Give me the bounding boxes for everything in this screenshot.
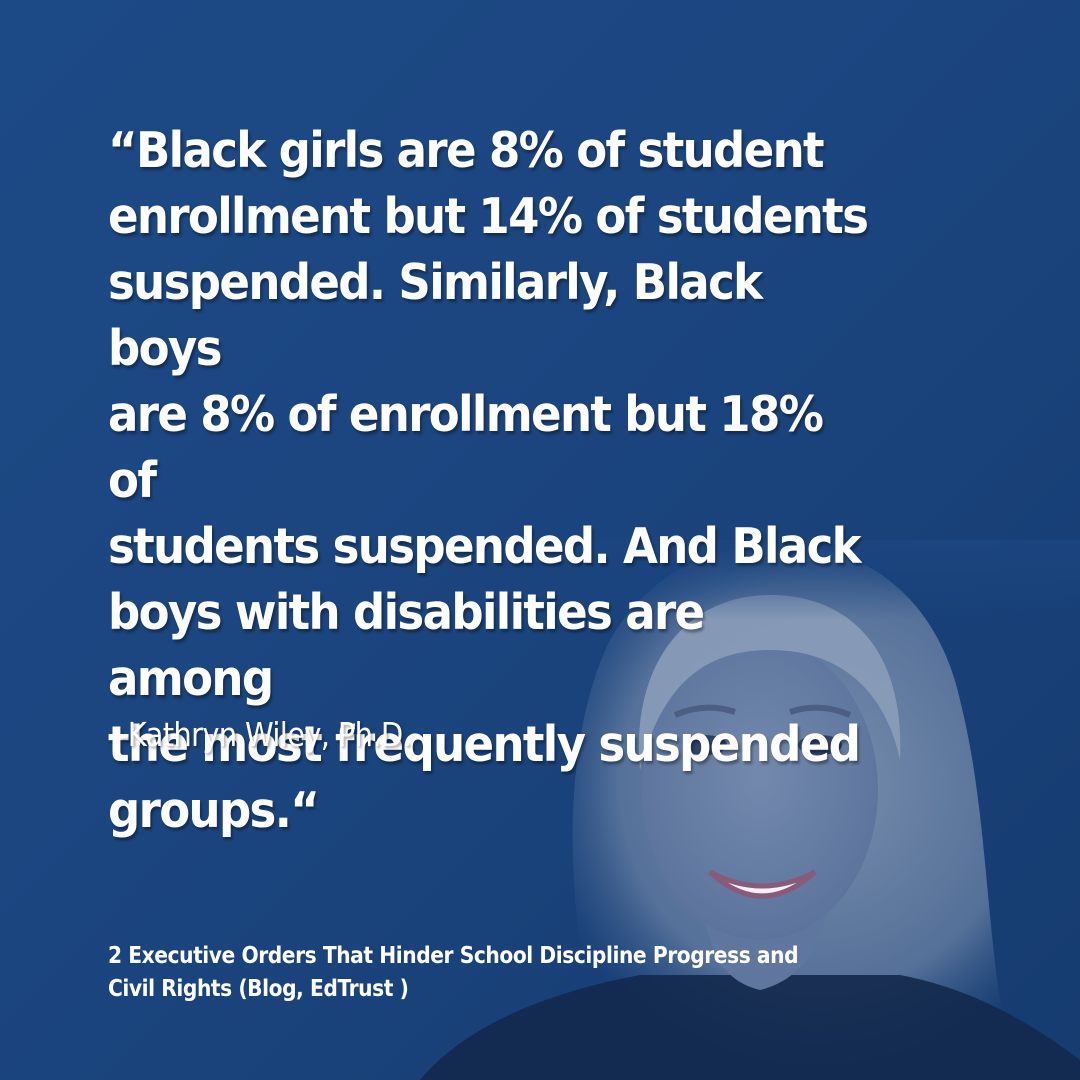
source-line: Civil Rights (Blog, EdTrust ) (108, 976, 409, 1002)
quote-line: are 8% of enrollment but 18% of (108, 386, 824, 509)
jacket-shape (420, 975, 1080, 1080)
quote-line: boys with disabilities are among (108, 584, 705, 707)
quote-attribution: -Kathryn Wiley, Ph.D. (118, 715, 412, 754)
quote-line: the most frequently suspended (108, 716, 861, 773)
quote-line: groups.“ (108, 782, 320, 839)
source-citation: 2 Executive Orders That Hinder School Di… (108, 940, 847, 1006)
quote-line: “Black girls are 8% of student (108, 122, 825, 179)
face-shape (642, 640, 878, 940)
quote-line: suspended. Similarly, Black boys (108, 254, 763, 377)
quote-text: “Black girls are 8% of student enrollmen… (108, 118, 872, 844)
quote-line: students suspended. And Black (108, 518, 862, 575)
quote-line: enrollment but 14% of students (108, 188, 869, 245)
source-line: 2 Executive Orders That Hinder School Di… (108, 943, 799, 969)
